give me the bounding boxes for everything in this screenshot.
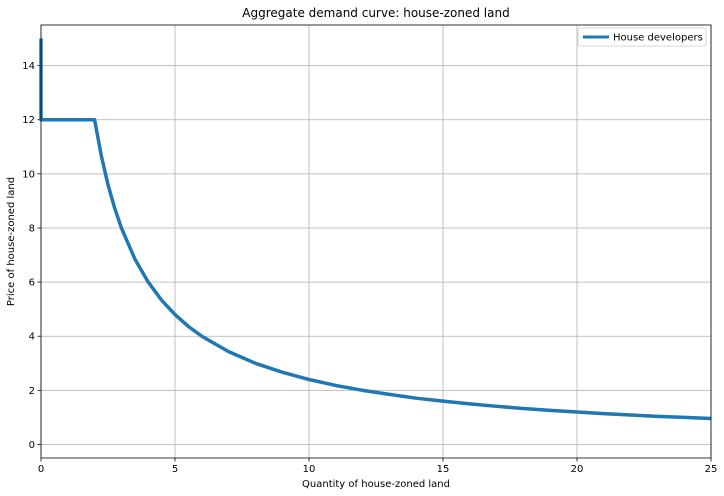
series-line-house-developers — [39, 38, 712, 421]
x-axis-title: Quantity of house-zoned land — [302, 479, 450, 490]
series-layer — [39, 38, 712, 421]
x-tick-label: 20 — [571, 464, 584, 475]
y-axis-title: Price of house-zoned land — [6, 177, 17, 306]
x-tick-label: 0 — [38, 464, 44, 475]
y-tick-label: 10 — [22, 169, 35, 180]
legend-box — [577, 27, 707, 47]
y-tick-label: 14 — [22, 61, 35, 72]
x-tick-label: 15 — [437, 464, 450, 475]
chart-title: Aggregate demand curve: house-zoned land — [242, 6, 509, 20]
legend-label-house-developers: House developers — [613, 33, 703, 44]
y-tick-label: 12 — [22, 115, 35, 126]
x-tick-label: 5 — [172, 464, 178, 475]
y-tick-label: 2 — [29, 386, 35, 397]
y-tick-label: 4 — [29, 332, 35, 343]
y-tick-label: 6 — [29, 278, 35, 289]
y-tick-label: 0 — [29, 440, 35, 451]
y-tick-label: 8 — [29, 223, 35, 234]
axis-ticks: 0 5 10 15 20 25 0 2 4 6 8 10 12 14 — [22, 61, 717, 475]
legend: House developers — [577, 27, 707, 47]
plot-frame — [40, 24, 712, 459]
x-tick-label: 10 — [303, 464, 316, 475]
x-tick-label: 25 — [705, 464, 718, 475]
